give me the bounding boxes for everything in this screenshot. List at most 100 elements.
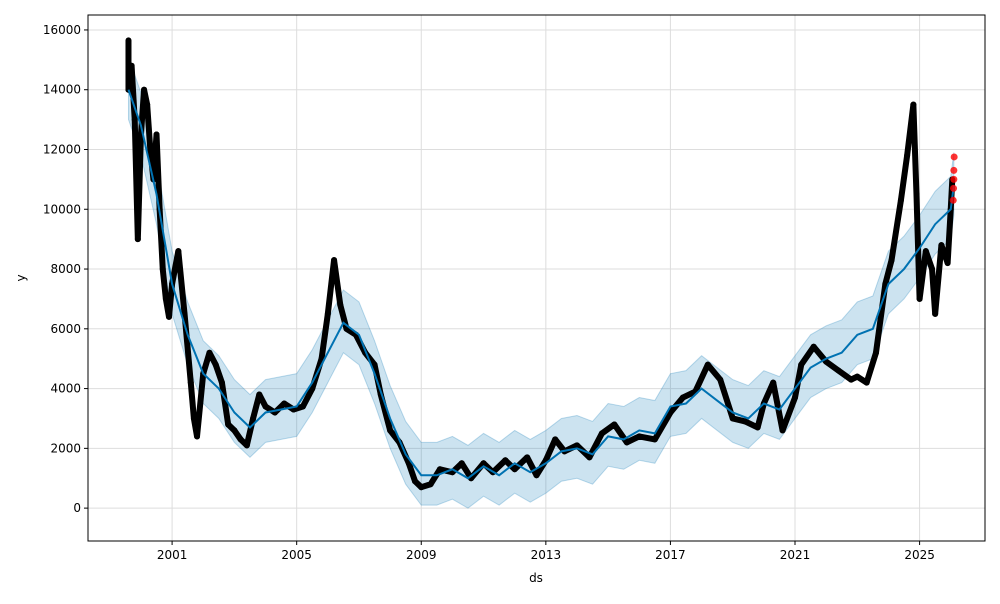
observed-point bbox=[932, 310, 939, 317]
observed-point bbox=[779, 427, 786, 434]
observed-point bbox=[704, 361, 711, 368]
observed-point bbox=[162, 295, 169, 302]
observed-point bbox=[250, 415, 257, 422]
observed-point bbox=[125, 37, 132, 44]
observed-point bbox=[863, 379, 870, 386]
x-axis: 2001 2005 2009 2013 2017 2021 2025 bbox=[157, 541, 935, 562]
grid bbox=[88, 15, 985, 541]
observed-point bbox=[141, 86, 148, 93]
observed-point bbox=[552, 436, 559, 443]
observed-point bbox=[153, 131, 160, 138]
y-tick-label: 12000 bbox=[43, 142, 81, 156]
observed-point bbox=[212, 361, 219, 368]
plot-area bbox=[88, 15, 985, 541]
observed-point bbox=[729, 415, 736, 422]
observed-point bbox=[511, 466, 518, 473]
observed-point bbox=[910, 101, 917, 108]
observed-point bbox=[573, 442, 580, 449]
y-axis: 0 2000 4000 6000 8000 10000 12000 14000 16000 bbox=[43, 23, 88, 515]
observed-point bbox=[134, 236, 141, 243]
observed-point bbox=[387, 427, 394, 434]
observed-point bbox=[256, 391, 263, 398]
x-axis-label: ds bbox=[529, 571, 543, 585]
observed-point bbox=[231, 427, 238, 434]
observed-point bbox=[913, 191, 920, 198]
y-tick-label: 4000 bbox=[50, 382, 81, 396]
observed-point bbox=[882, 280, 889, 287]
x-tick-label: 2005 bbox=[281, 548, 312, 562]
observed-point bbox=[337, 301, 344, 308]
observed-point bbox=[848, 376, 855, 383]
y-tick-label: 8000 bbox=[50, 262, 81, 276]
observed-point bbox=[187, 379, 194, 386]
observed-point bbox=[598, 430, 605, 437]
observed-point bbox=[281, 400, 288, 407]
future-observed-point bbox=[949, 196, 957, 204]
observed-point bbox=[194, 433, 201, 440]
y-axis-label: y bbox=[14, 274, 28, 281]
future-observed-points bbox=[949, 153, 958, 204]
observed-point bbox=[810, 343, 817, 350]
future-observed-point bbox=[950, 175, 958, 183]
y-tick-label: 2000 bbox=[50, 441, 81, 455]
forecast-line bbox=[127, 89, 955, 480]
observed-point bbox=[792, 394, 799, 401]
observed-point bbox=[147, 146, 154, 153]
plot-frame bbox=[87, 14, 986, 542]
observed-point bbox=[524, 454, 531, 461]
observed-point bbox=[717, 376, 724, 383]
observed-point bbox=[854, 373, 861, 380]
observed-point bbox=[480, 460, 487, 467]
observed-point bbox=[623, 439, 630, 446]
observed-point bbox=[412, 478, 419, 485]
observed-point bbox=[533, 472, 540, 479]
observed-point bbox=[418, 484, 425, 491]
observed-point bbox=[262, 403, 269, 410]
observed-point bbox=[458, 460, 465, 467]
observed-point bbox=[679, 394, 686, 401]
x-tick-label: 2021 bbox=[780, 548, 811, 562]
observed-point bbox=[206, 349, 213, 356]
observed-point bbox=[175, 248, 182, 255]
future-observed-point bbox=[950, 153, 958, 161]
forecast-yhat-line bbox=[127, 89, 955, 480]
x-tick-label: 2017 bbox=[655, 548, 686, 562]
observed-point bbox=[916, 295, 923, 302]
x-tick-label: 2001 bbox=[157, 548, 188, 562]
observed-point bbox=[309, 385, 316, 392]
observed-point bbox=[237, 436, 244, 443]
observed-point bbox=[922, 248, 929, 255]
observed-point bbox=[586, 454, 593, 461]
observed-point bbox=[165, 313, 172, 320]
observed-point bbox=[904, 152, 911, 159]
observed-point bbox=[144, 101, 151, 108]
observed-point bbox=[159, 266, 166, 273]
observed-point bbox=[929, 266, 936, 273]
observed-point bbox=[754, 424, 761, 431]
observed-point bbox=[299, 403, 306, 410]
uncertainty-interval bbox=[127, 56, 955, 509]
x-tick-label: 2009 bbox=[406, 548, 437, 562]
observed-point bbox=[938, 242, 945, 249]
observed-point bbox=[897, 197, 904, 204]
observed-point bbox=[888, 257, 895, 264]
observed-point bbox=[131, 116, 138, 123]
observed-point bbox=[181, 310, 188, 317]
future-observed-point bbox=[950, 184, 958, 192]
y-tick-label: 16000 bbox=[43, 23, 81, 37]
observed-point bbox=[427, 481, 434, 488]
y-tick-label: 0 bbox=[73, 501, 81, 515]
observed-point bbox=[944, 260, 951, 267]
observed-point bbox=[502, 457, 509, 464]
y-tick-label: 6000 bbox=[50, 322, 81, 336]
observed-point bbox=[651, 436, 658, 443]
x-tick-label: 2013 bbox=[531, 548, 562, 562]
observed-point bbox=[190, 415, 197, 422]
observed-point bbox=[371, 361, 378, 368]
interval-band bbox=[127, 56, 955, 509]
observed-point bbox=[742, 418, 749, 425]
observed-point bbox=[436, 466, 443, 473]
observed-point bbox=[770, 379, 777, 386]
